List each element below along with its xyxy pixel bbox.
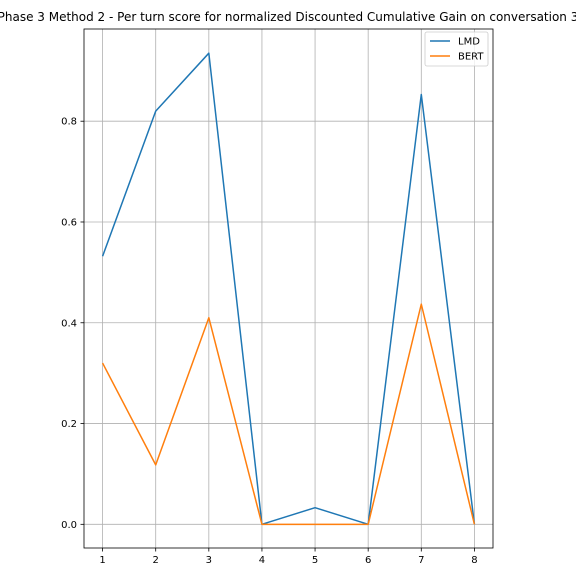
x-tick-label: 7: [418, 555, 424, 566]
chart-title: Phase 3 Method 2 - Per turn score for no…: [0, 10, 576, 24]
legend-label: LMD: [458, 37, 480, 48]
plot-frame: [83, 28, 494, 549]
x-tick-label: 5: [312, 555, 318, 566]
legend: LMD BERT: [424, 31, 489, 67]
series-line-bert: [101, 303, 476, 526]
plot-area: [84, 29, 493, 548]
series-line-lmd: [101, 52, 476, 526]
y-tick-label: 0.4: [61, 318, 77, 329]
y-axis: 0.0 0.2 0.4 0.6 0.8: [61, 117, 84, 531]
y-tick-label: 0.2: [61, 419, 77, 430]
y-tick-label: 0.6: [61, 217, 77, 228]
x-tick-label: 6: [365, 555, 371, 566]
x-tick-label: 1: [99, 555, 105, 566]
x-tick-label: 4: [259, 555, 265, 566]
x-tick-label: 2: [153, 555, 159, 566]
series-lines: [101, 52, 476, 526]
y-tick-label: 0.0: [61, 520, 77, 531]
x-tick-label: 3: [206, 555, 212, 566]
x-tick-label: 8: [471, 555, 477, 566]
x-axis: 1 2 3 4 5 6 7 8: [99, 548, 478, 566]
legend-label: BERT: [458, 52, 484, 63]
y-tick-label: 0.8: [61, 117, 77, 128]
